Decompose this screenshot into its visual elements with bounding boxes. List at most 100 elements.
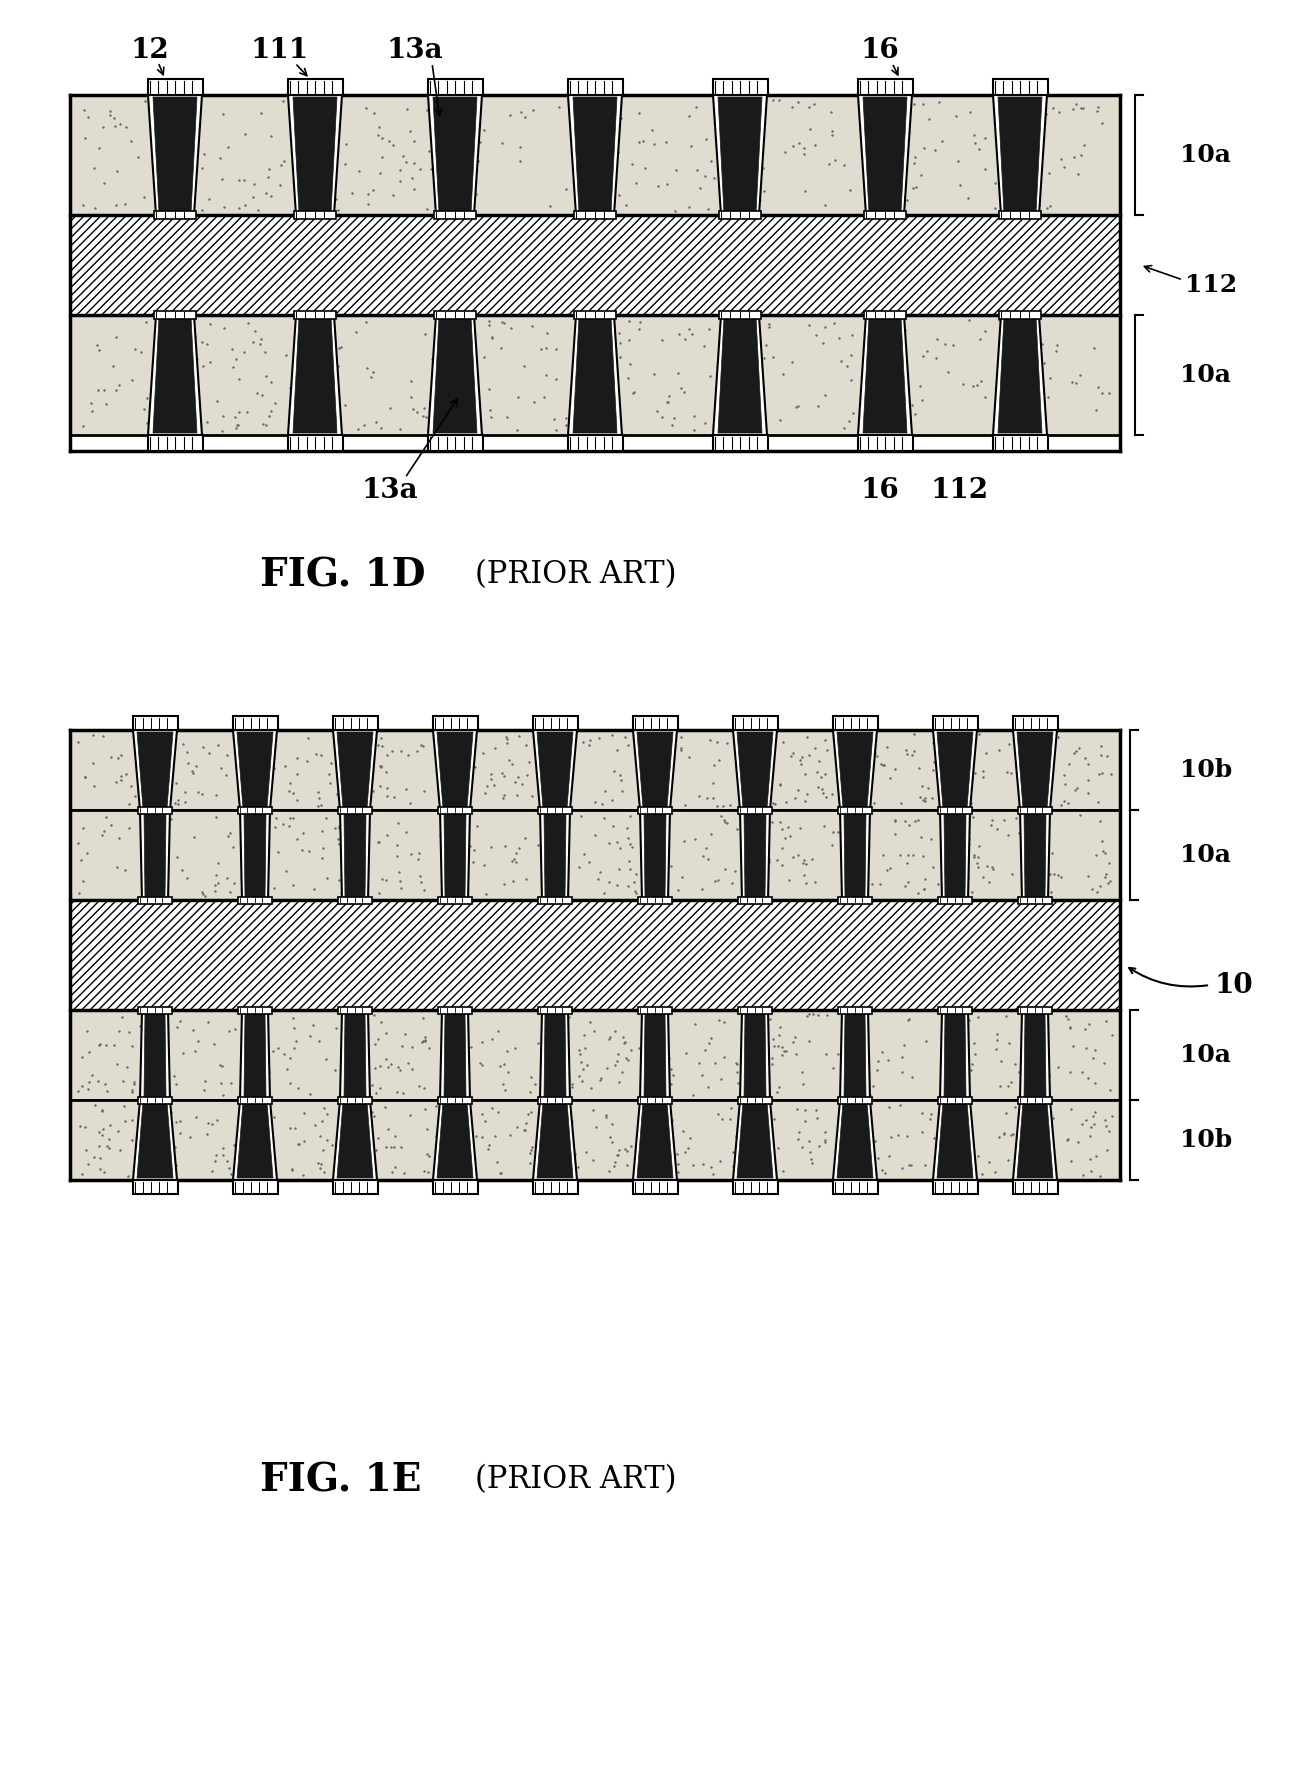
Bar [148,435,202,452]
Polygon shape [544,1012,566,1098]
Polygon shape [644,1012,666,1098]
Polygon shape [840,1011,870,1100]
Bar [238,1097,272,1104]
Bar [538,1007,572,1014]
Bar [138,806,171,814]
Polygon shape [844,1012,866,1098]
Bar [70,729,1120,810]
Bar [633,1179,678,1193]
Text: 10a: 10a [1179,842,1231,867]
Bar [858,435,913,452]
Polygon shape [137,1102,173,1177]
Bar [638,1097,672,1104]
Bar [864,211,906,219]
Bar [70,1011,1120,1100]
Polygon shape [137,731,173,808]
Bar [538,806,572,814]
Polygon shape [1023,1012,1045,1098]
Bar [833,1179,878,1193]
Polygon shape [718,317,762,434]
Text: (PRIOR ART): (PRIOR ART) [476,559,677,591]
Polygon shape [837,731,873,808]
Polygon shape [998,317,1042,434]
Polygon shape [538,1102,574,1177]
Bar [70,810,1120,900]
Polygon shape [344,1012,366,1098]
Bar [633,717,678,729]
Polygon shape [287,315,342,435]
Bar [153,211,196,219]
Polygon shape [718,97,762,213]
Polygon shape [333,729,376,810]
Polygon shape [437,731,473,808]
Polygon shape [940,1011,971,1100]
Bar [428,79,483,95]
Polygon shape [443,1012,467,1098]
Polygon shape [844,812,866,898]
Bar [70,900,1120,1011]
Text: 10: 10 [1216,971,1254,998]
Polygon shape [428,95,482,215]
Polygon shape [574,97,617,213]
Polygon shape [858,315,913,435]
Bar [838,1007,871,1014]
Bar [568,79,623,95]
Bar [433,717,478,729]
Polygon shape [293,97,336,213]
Polygon shape [336,731,373,808]
Bar [739,1097,772,1104]
Polygon shape [937,1102,973,1177]
Polygon shape [737,731,773,808]
Bar [333,1179,378,1193]
Bar [333,717,378,729]
Text: 10b: 10b [1179,1127,1232,1152]
Bar [1018,1007,1052,1014]
Bar [933,1179,978,1193]
Bar [338,806,373,814]
Bar [1018,898,1052,903]
Bar [70,215,1120,315]
Bar [138,898,171,903]
Polygon shape [336,1102,373,1177]
Polygon shape [153,97,197,213]
Polygon shape [737,1102,773,1177]
Bar [719,312,761,319]
Polygon shape [713,315,767,435]
Polygon shape [641,810,670,900]
Polygon shape [833,729,877,810]
Bar [638,898,672,903]
Bar [338,898,373,903]
Polygon shape [998,97,1042,213]
Polygon shape [944,1012,965,1098]
Text: 112: 112 [1185,272,1237,297]
Text: 16: 16 [861,477,900,504]
Bar [238,898,272,903]
Polygon shape [233,1100,277,1179]
Polygon shape [540,1011,570,1100]
Bar [739,1007,772,1014]
Polygon shape [141,1011,170,1100]
Polygon shape [240,1011,269,1100]
Bar [858,79,913,95]
Polygon shape [1020,810,1051,900]
Bar [338,1097,373,1104]
Polygon shape [568,95,623,215]
Bar [238,1007,272,1014]
Bar [638,1007,672,1014]
Text: 10a: 10a [1179,1043,1231,1066]
Bar [438,1007,472,1014]
Bar [233,1179,278,1193]
Polygon shape [633,1100,677,1179]
Polygon shape [237,731,273,808]
Polygon shape [544,812,566,898]
Polygon shape [433,1100,477,1179]
Bar [733,1179,779,1193]
Bar [938,806,972,814]
Polygon shape [744,812,766,898]
Bar [438,806,472,814]
Polygon shape [937,731,973,808]
Polygon shape [1020,1011,1051,1100]
Bar [833,717,878,729]
Polygon shape [433,317,477,434]
Text: FIG. 1E: FIG. 1E [260,1460,422,1498]
